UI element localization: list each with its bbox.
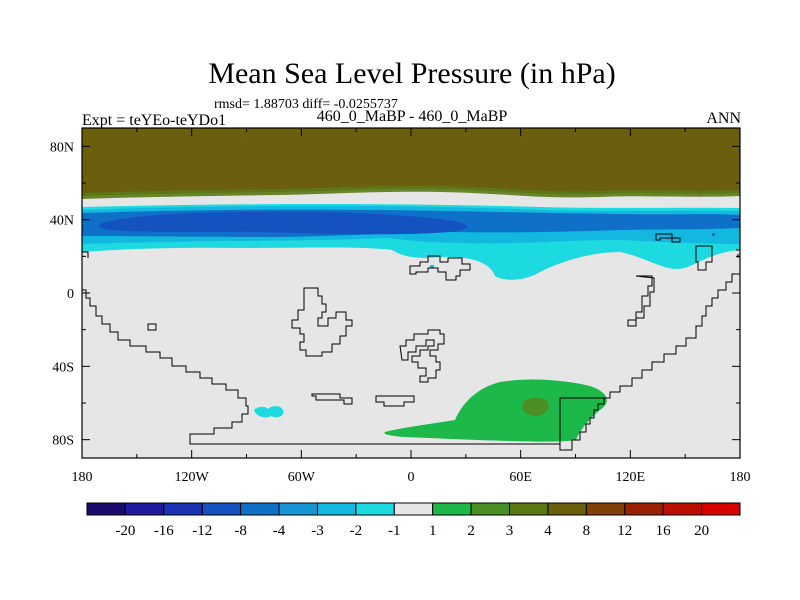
colorbar-swatch [124,502,165,516]
colorbar: -20 -16 -12 -8 -4 -3 -2 -1 1 2 3 4 8 12 16 20 [86,502,741,539]
colorbar-label: 2 [467,523,475,539]
y-axis: 80N 40N 0 40S 80S [50,140,740,449]
colorbar-swatch [470,502,511,516]
colorbar-label: 1 [429,523,437,539]
colorbar-swatch [278,502,318,516]
colorbar-swatch [509,502,549,516]
colorbar-label: -2 [350,523,363,539]
southern-high-core [521,397,549,416]
experiment-label: Expt = teYEo-teYDo1 [82,112,226,129]
coastline-north-island [409,255,471,281]
coastline-east [559,273,740,444]
colorbar-swatch [701,502,741,516]
coastline-south-island-2 [375,395,415,407]
north-transition-band [82,185,740,199]
x-tick-label: 60E [509,470,532,485]
colorbar-label: -16 [154,523,174,539]
colorbar-label: 16 [656,523,672,539]
small-low-speck-east [712,233,715,236]
colorbar-swatch [662,502,703,516]
y-tick-label: 40N [50,214,74,229]
map-panel [82,128,740,458]
southwest-low-patch [254,406,284,418]
stats-label: rmsd= 1.88703 diff= -0.0255737 [214,97,398,112]
colorbar-swatch [355,502,395,516]
north-high-band [82,128,740,196]
coastline-west [82,289,560,445]
x-axis: 180 120W 60W 0 60E 120E 180 [72,128,751,485]
colorbar-swatch [240,502,280,516]
y-tick-label: 0 [67,287,74,302]
chart-title: Mean Sea Level Pressure (in hPa) [208,57,615,90]
coastline-east-continent [627,275,655,327]
colorbar-label: -4 [273,523,286,539]
coastline-northeast-island-2 [695,245,713,271]
x-tick-label: 120W [175,470,210,485]
colorbar-label: -12 [192,523,212,539]
colorbar-swatch [201,502,242,516]
colorbar-swatch [316,502,357,516]
colorbar-label: -1 [388,523,401,539]
colorbar-swatch [86,502,126,516]
coastline-tiny-island [147,323,157,331]
y-tick-label: 40S [52,360,74,375]
colorbar-label: 20 [694,523,709,539]
colorbar-label: -20 [115,523,135,539]
colorbar-swatch [163,502,203,516]
southern-high [384,379,607,442]
x-tick-label: 60W [288,470,316,485]
coastline-central-island [291,287,353,357]
y-tick-label: 80N [50,140,74,155]
x-tick-label: 0 [408,470,415,485]
coastline-northeast-island [655,233,681,243]
x-tick-label: 180 [72,470,93,485]
coastlines [82,233,740,451]
y-tick-label: 80S [52,434,74,449]
coastline-south-island-1 [311,393,353,405]
x-tick-label: 120E [616,470,646,485]
midlat-low-core [98,211,468,235]
coastline-notch [559,398,605,451]
colorbar-swatch [585,502,626,516]
x-tick-label: 180 [730,470,751,485]
colorbar-label: 4 [544,523,552,539]
colorbar-label: 8 [583,523,591,539]
colorbar-label: -3 [311,523,324,539]
season-label: ANN [706,110,741,127]
colorbar-label: 12 [617,523,632,539]
colorbar-label: -8 [234,523,247,539]
colorbar-swatch [393,502,434,516]
coastline-spiral-island [399,329,445,383]
comparison-label: 460_0_MaBP - 460_0_MaBP [317,108,508,125]
colorbar-swatch [624,502,664,516]
small-low-speck [430,265,434,268]
colorbar-label: 3 [506,523,514,539]
colorbar-swatch [432,502,472,516]
colorbar-swatch [547,502,587,516]
